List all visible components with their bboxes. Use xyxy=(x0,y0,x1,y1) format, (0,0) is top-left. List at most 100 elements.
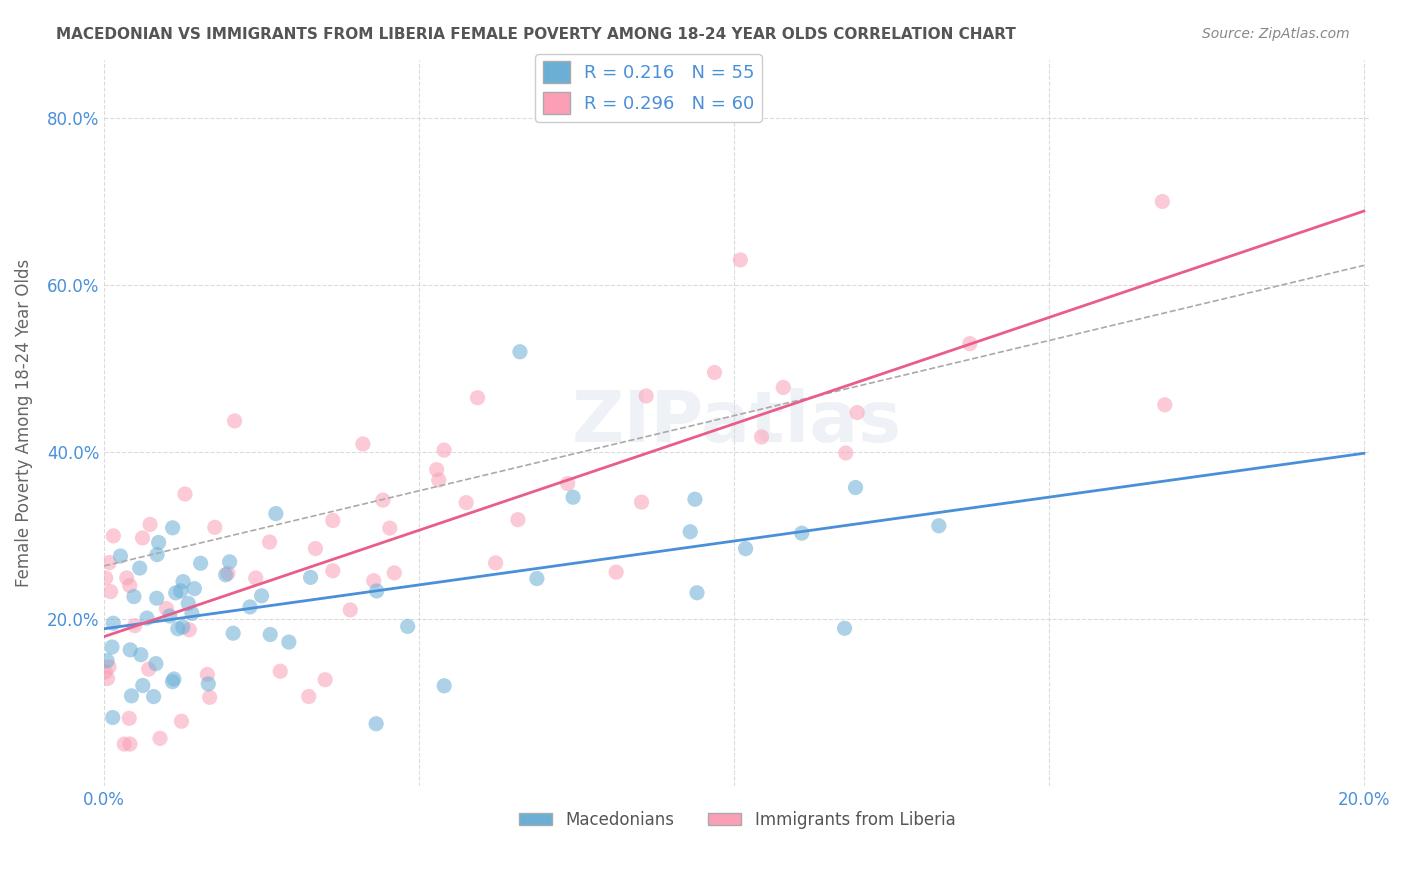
Point xyxy=(790,526,813,541)
Point xyxy=(433,679,456,693)
Y-axis label: Female Poverty Among 18-24 Year Olds: Female Poverty Among 18-24 Year Olds xyxy=(15,259,32,587)
Point xyxy=(526,572,548,586)
Point xyxy=(378,521,401,535)
Point xyxy=(239,599,262,614)
Point xyxy=(142,690,165,704)
Point xyxy=(322,564,344,578)
Point xyxy=(314,673,336,687)
Point xyxy=(118,711,141,725)
Point xyxy=(101,640,124,654)
Point xyxy=(139,517,162,532)
Point xyxy=(172,574,194,589)
Point xyxy=(844,481,866,495)
Point xyxy=(222,626,245,640)
Point xyxy=(170,714,193,729)
Point xyxy=(484,556,506,570)
Point xyxy=(122,590,145,604)
Point xyxy=(145,657,167,671)
Point xyxy=(730,252,752,267)
Point xyxy=(433,443,456,458)
Point xyxy=(215,567,238,582)
Point xyxy=(277,635,299,649)
Point xyxy=(129,648,152,662)
Point xyxy=(197,677,219,691)
Point xyxy=(96,672,118,686)
Point xyxy=(198,690,221,705)
Point xyxy=(146,548,169,562)
Point xyxy=(557,476,579,491)
Point xyxy=(259,535,281,549)
Point xyxy=(118,737,141,751)
Point xyxy=(100,584,122,599)
Point xyxy=(96,654,118,668)
Point xyxy=(371,493,394,508)
Point xyxy=(250,589,273,603)
Point xyxy=(162,674,184,689)
Point xyxy=(679,524,702,539)
Point xyxy=(120,643,142,657)
Point xyxy=(835,446,858,460)
Point xyxy=(959,336,981,351)
Point xyxy=(366,583,388,598)
Point xyxy=(427,473,450,487)
Point xyxy=(179,623,201,637)
Point xyxy=(183,582,205,596)
Point xyxy=(124,618,146,632)
Point xyxy=(98,556,121,570)
Point xyxy=(131,531,153,545)
Point xyxy=(170,583,193,598)
Point xyxy=(683,492,706,507)
Point xyxy=(103,616,125,631)
Point xyxy=(149,731,172,746)
Point xyxy=(177,596,200,610)
Point xyxy=(1153,398,1175,412)
Legend: Macedonians, Immigrants from Liberia: Macedonians, Immigrants from Liberia xyxy=(512,805,962,836)
Point xyxy=(846,405,869,419)
Point xyxy=(101,710,124,724)
Point xyxy=(217,566,239,581)
Point xyxy=(128,561,150,575)
Point xyxy=(180,607,202,621)
Point xyxy=(298,690,321,704)
Point xyxy=(155,601,177,615)
Point xyxy=(703,366,725,380)
Point xyxy=(772,380,794,394)
Point xyxy=(299,570,322,584)
Point xyxy=(162,521,184,535)
Point xyxy=(339,603,361,617)
Point xyxy=(630,495,652,509)
Point xyxy=(166,622,188,636)
Point xyxy=(132,678,155,692)
Point xyxy=(112,737,135,751)
Point xyxy=(165,586,187,600)
Point xyxy=(163,672,186,686)
Text: Source: ZipAtlas.com: Source: ZipAtlas.com xyxy=(1202,27,1350,41)
Point xyxy=(204,520,226,534)
Point xyxy=(751,430,773,444)
Point xyxy=(734,541,756,556)
Point xyxy=(834,621,856,635)
Point xyxy=(245,571,267,585)
Point xyxy=(174,487,197,501)
Point xyxy=(195,667,218,681)
Point xyxy=(94,571,117,585)
Text: ZIPatlas: ZIPatlas xyxy=(572,388,903,458)
Point xyxy=(1152,194,1174,209)
Point xyxy=(94,665,117,679)
Point xyxy=(159,609,181,624)
Point xyxy=(352,437,374,451)
Point xyxy=(562,490,585,504)
Point xyxy=(426,462,449,476)
Point xyxy=(136,611,159,625)
Point xyxy=(928,518,950,533)
Point xyxy=(686,586,709,600)
Point xyxy=(259,627,281,641)
Point xyxy=(605,565,627,579)
Point xyxy=(382,566,405,580)
Point xyxy=(509,344,531,359)
Point xyxy=(224,414,246,428)
Point xyxy=(456,495,478,509)
Point xyxy=(322,514,344,528)
Text: MACEDONIAN VS IMMIGRANTS FROM LIBERIA FEMALE POVERTY AMONG 18-24 YEAR OLDS CORRE: MACEDONIAN VS IMMIGRANTS FROM LIBERIA FE… xyxy=(56,27,1017,42)
Point xyxy=(218,555,240,569)
